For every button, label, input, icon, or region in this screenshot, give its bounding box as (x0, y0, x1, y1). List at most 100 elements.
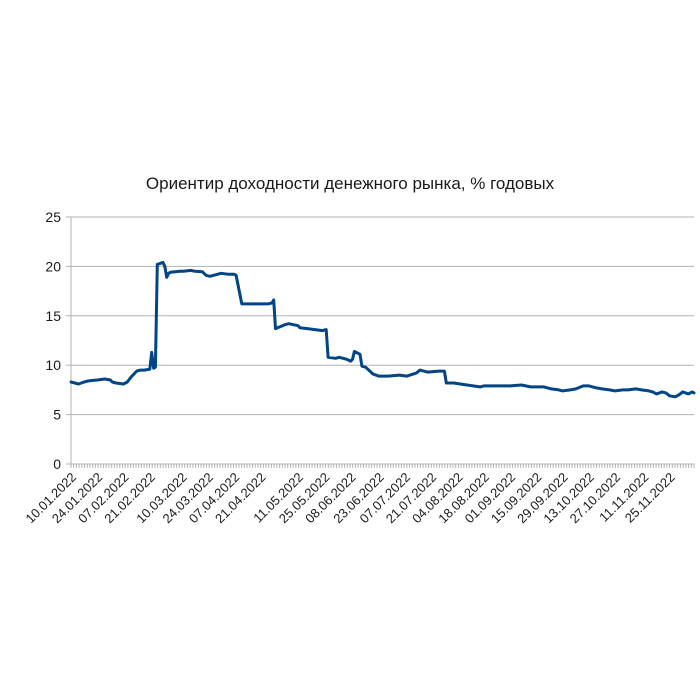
data-point (627, 388, 630, 392)
data-point (135, 369, 138, 373)
data-point (82, 380, 86, 384)
chart-title: Ориентир доходности денежного рынка, % г… (145, 174, 555, 193)
data-point (651, 390, 654, 394)
data-point (129, 375, 133, 379)
data-point (660, 390, 664, 394)
data-point (349, 360, 352, 363)
data-point (103, 377, 107, 381)
data-point (353, 350, 356, 353)
data-point (325, 328, 328, 331)
data-point (437, 369, 440, 373)
data-point (445, 381, 448, 385)
series-group (69, 260, 696, 399)
data-point (664, 391, 668, 395)
data-point (574, 387, 577, 391)
data-point (240, 302, 243, 306)
data-point (298, 326, 302, 329)
data-point (668, 394, 671, 397)
data-point (358, 353, 362, 356)
data-point (126, 380, 129, 384)
data-point (86, 379, 90, 383)
data-point (114, 381, 118, 385)
data-point (178, 270, 181, 273)
data-point (687, 392, 690, 396)
y-tick-label: 20 (45, 258, 61, 274)
grid-lines (71, 216, 694, 465)
data-point (677, 393, 681, 396)
data-point (208, 275, 212, 278)
data-point (681, 390, 684, 394)
data-point (426, 370, 429, 374)
data-point (111, 380, 114, 384)
data-point (204, 274, 208, 277)
y-tick-label: 5 (53, 407, 61, 423)
data-point (165, 276, 168, 279)
data-point (569, 388, 572, 392)
data-point (634, 387, 637, 391)
data-point (154, 366, 157, 369)
data-point (542, 385, 546, 389)
data-point (360, 365, 364, 368)
y-axis: 0 5 10 15 20 25 (45, 209, 72, 472)
data-point (270, 301, 273, 305)
data-point (405, 374, 409, 378)
data-point (595, 386, 598, 390)
data-point (152, 367, 155, 370)
data-point (287, 322, 290, 325)
data-point (520, 383, 523, 387)
data-point (364, 366, 367, 369)
data-point (452, 381, 455, 385)
data-point (371, 372, 375, 376)
x-axis (70, 463, 695, 468)
data-point (345, 358, 348, 361)
data-point (139, 368, 142, 372)
data-point (156, 263, 159, 266)
y-tick-label: 25 (45, 209, 61, 225)
data-point (306, 327, 309, 330)
data-point (557, 388, 561, 392)
data-point (182, 270, 185, 273)
data-point (167, 272, 170, 275)
data-point (109, 378, 112, 382)
data-point (219, 272, 223, 275)
data-point (257, 302, 260, 306)
data-point (600, 387, 604, 391)
data-point (482, 384, 485, 388)
data-point (234, 274, 238, 277)
data-point (227, 273, 230, 276)
data-point (233, 273, 236, 276)
data-point (274, 327, 277, 330)
data-point (313, 328, 317, 331)
data-point (122, 382, 125, 386)
y-tick-label: 15 (45, 308, 61, 324)
data-point (640, 388, 643, 392)
data-point (216, 273, 219, 276)
data-point (582, 384, 585, 388)
data-point (608, 388, 611, 392)
data-point (189, 269, 193, 272)
data-point (163, 265, 166, 268)
data-point (529, 385, 532, 389)
data-point (326, 356, 330, 359)
data-point (415, 371, 418, 375)
data-point (398, 373, 401, 377)
data-point (148, 368, 151, 371)
data-point (690, 390, 694, 394)
data-point (143, 368, 146, 372)
x-tick-labels: 10.01.202224.01.202207.02.202221.02.2022… (22, 470, 677, 527)
data-point (508, 384, 512, 388)
data-point (587, 384, 591, 388)
data-point (655, 392, 658, 396)
data-point (334, 357, 337, 360)
data-point (283, 323, 287, 326)
data-point (150, 351, 153, 354)
y-tick-label: 10 (45, 357, 61, 373)
data-point (386, 374, 390, 378)
data-point (478, 385, 482, 389)
data-point (674, 395, 677, 398)
data-point (96, 378, 99, 382)
data-point (692, 391, 696, 395)
data-point (561, 389, 564, 393)
y-tick-label: 0 (53, 456, 61, 472)
data-point (99, 378, 103, 381)
